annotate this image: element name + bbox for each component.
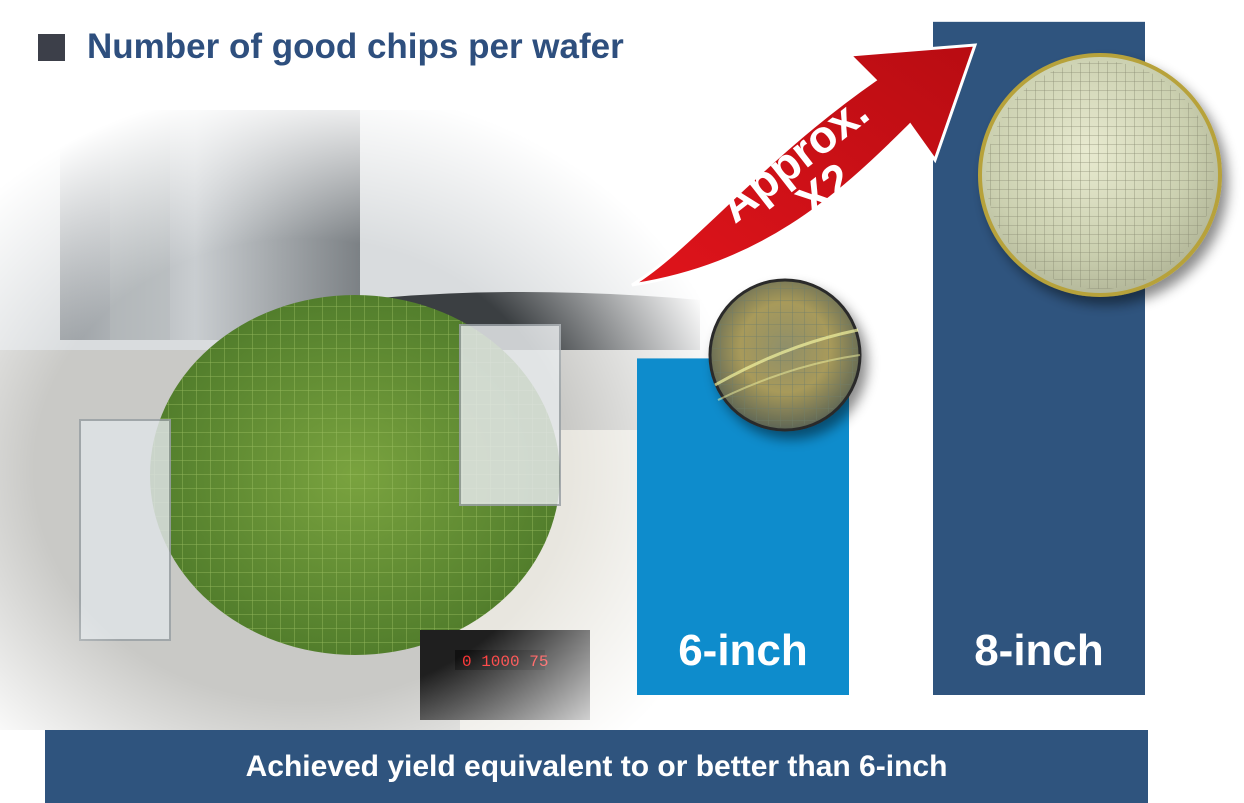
square-bullet-icon [38, 33, 65, 61]
growth-arrow [631, 43, 978, 287]
wafer-8inch-image [978, 53, 1222, 297]
wafer-equipment-photo: 0 1000 75 [0, 110, 720, 730]
chart-title: Number of good chips per wafer [38, 22, 624, 72]
bar-label-6-inch: 6-inch [678, 626, 808, 675]
bar-label-8-inch: 8-inch [974, 626, 1104, 675]
footer-banner: Achieved yield equivalent to or better t… [45, 730, 1148, 803]
footer-text: Achieved yield equivalent to or better t… [245, 749, 948, 783]
wafer-6inch-image [708, 278, 862, 432]
chart-title-text: Number of good chips per wafer [87, 27, 624, 66]
